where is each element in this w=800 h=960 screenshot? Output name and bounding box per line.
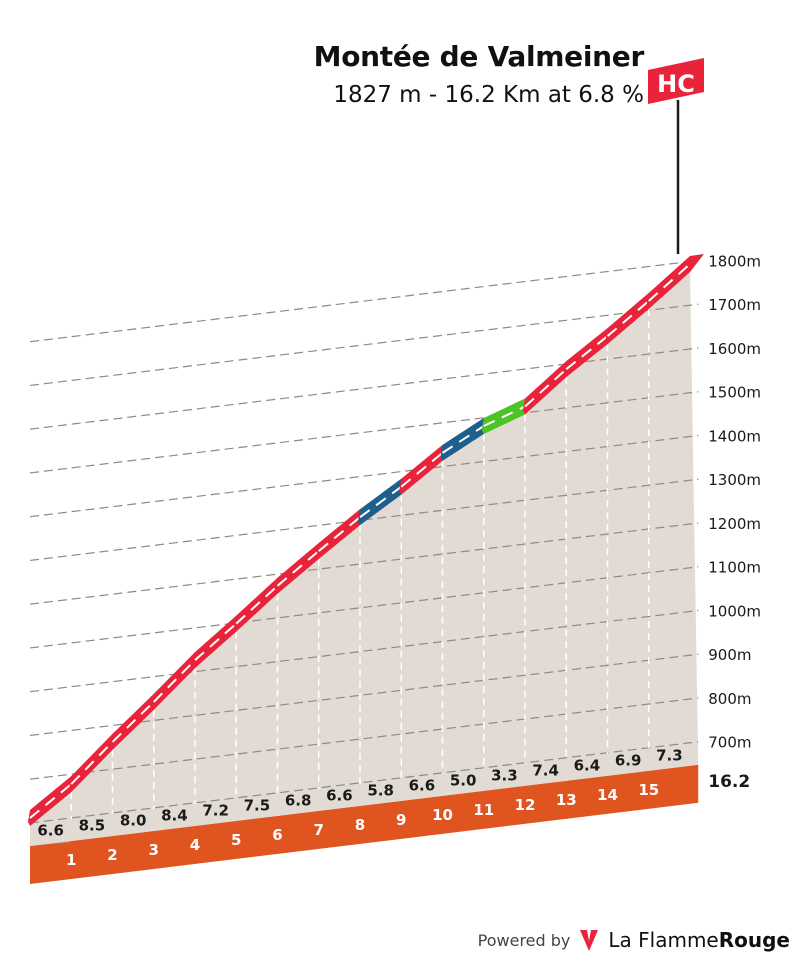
- gradient-label: 7.4: [532, 761, 559, 779]
- road-segment: [646, 253, 704, 309]
- road-center-dash: [606, 300, 650, 337]
- grid-line: [29, 347, 699, 430]
- road-center-dash: [153, 659, 196, 703]
- km-label: 14: [597, 786, 618, 804]
- km-label: 3: [149, 841, 159, 859]
- km-label: 4: [190, 836, 200, 854]
- gradient-label: 5.0: [450, 771, 477, 789]
- road-center-dash: [70, 741, 114, 785]
- km-label: 9: [396, 811, 406, 829]
- km-label: 10: [432, 806, 453, 824]
- gradient-label: 7.5: [244, 796, 271, 814]
- km-label: 8: [355, 816, 365, 834]
- road-center-dash: [276, 550, 320, 587]
- km-label: 15: [638, 781, 659, 799]
- y-tick-label: 1600m: [708, 340, 761, 358]
- brand-name: La FlammeRouge: [608, 928, 790, 952]
- y-tick-label: 1400m: [708, 427, 761, 445]
- km-label: 13: [556, 791, 577, 809]
- category-badge: [648, 58, 704, 104]
- road-center-dash: [111, 701, 155, 743]
- chart-title: Montée de Valmeiner: [313, 40, 645, 73]
- road-center-dash: [359, 485, 402, 518]
- gradient-label: 8.0: [120, 811, 147, 829]
- y-tick-label: 1200m: [708, 515, 761, 533]
- gradient-label: 8.4: [161, 806, 188, 824]
- end-distance-label: 16.2: [708, 772, 750, 792]
- gradient-label: 6.9: [615, 751, 642, 769]
- km-label: 12: [515, 796, 536, 814]
- grid-line: [29, 259, 699, 343]
- profile-ground-area: [30, 269, 699, 846]
- gradient-label: 6.6: [409, 776, 436, 794]
- km-label: 1: [66, 851, 76, 869]
- base-band: [30, 764, 699, 884]
- y-tick-label: 1700m: [708, 296, 761, 314]
- road-center-dash: [235, 585, 279, 625]
- y-tick-label: 1000m: [708, 602, 761, 620]
- y-tick-label: 800m: [708, 690, 751, 708]
- km-label: 11: [473, 801, 494, 819]
- road-center-dash: [400, 452, 444, 488]
- grid-line: [29, 391, 699, 474]
- grid-line: [29, 741, 699, 824]
- y-tick-label: 900m: [708, 646, 751, 664]
- gradient-label: 8.5: [79, 816, 106, 834]
- gradient-label: 6.6: [37, 821, 64, 839]
- grid-line: [29, 697, 699, 780]
- gradient-label: 6.8: [285, 791, 312, 809]
- road-center-dash: [524, 368, 567, 408]
- flame-logo-icon: [580, 930, 599, 951]
- grid-line: [29, 566, 699, 649]
- road-center-dash: [29, 783, 72, 819]
- gradient-label: 3.3: [491, 766, 518, 784]
- road-center-dash: [483, 405, 526, 427]
- gradient-label: 7.3: [656, 746, 683, 764]
- brand-name-part-2: Rouge: [718, 928, 790, 952]
- grid-line: [29, 653, 699, 737]
- km-label: 2: [107, 846, 117, 864]
- road-center-dash: [441, 425, 485, 454]
- road-center-dash: [648, 263, 691, 302]
- gradient-label: 6.4: [574, 756, 601, 774]
- km-label: 5: [231, 831, 241, 849]
- y-tick-label: 1500m: [708, 384, 761, 402]
- road-center-dash: [565, 335, 609, 370]
- y-tick-label: 1800m: [708, 252, 761, 270]
- road-center-dash: [194, 622, 237, 661]
- grid-line: [29, 609, 699, 693]
- gradient-label: 6.6: [326, 786, 353, 804]
- y-tick-label: 1300m: [708, 471, 761, 489]
- road-center-dash: [318, 516, 361, 552]
- powered-by-text: Powered by: [477, 930, 571, 950]
- y-tick-label: 700m: [708, 734, 751, 752]
- chart-subtitle: 1827 m - 16.2 Km at 6.8 %: [333, 82, 644, 108]
- km-label: 6: [272, 826, 282, 844]
- grid-line: [29, 434, 699, 518]
- footer-credit: Powered by La FlammeRouge: [478, 924, 790, 956]
- gradient-label: 5.8: [367, 781, 394, 799]
- category-badge-label: HC: [657, 70, 695, 98]
- grid-line: [29, 522, 699, 605]
- km-label: 7: [314, 821, 324, 839]
- y-tick-label: 1100m: [708, 559, 761, 577]
- brand-name-part-1: La Flamme: [608, 928, 719, 952]
- gradient-label: 7.2: [202, 801, 229, 819]
- grid-line: [29, 303, 699, 387]
